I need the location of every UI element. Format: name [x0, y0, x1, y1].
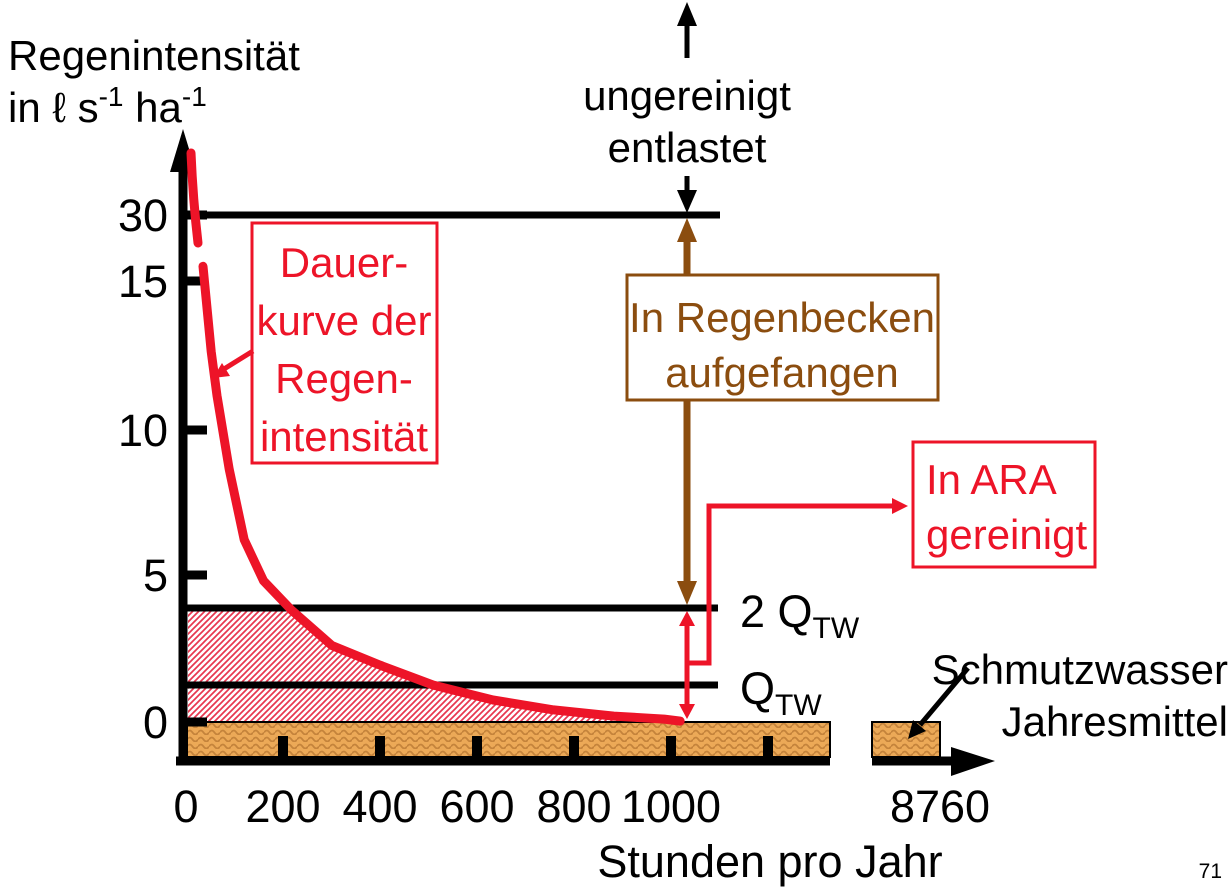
x-label-8760: 8760 — [890, 781, 990, 832]
x-label-0: 0 — [173, 781, 198, 832]
ungereinigt-arrow-up-head — [677, 2, 697, 26]
regenbecken-arrow-head-down — [677, 581, 697, 605]
y-axis-title-line2: in ℓ s-1 ha-1 — [8, 81, 207, 131]
x-tick-800 — [569, 736, 579, 758]
y-label-15: 15 — [118, 256, 168, 307]
label-qtw: QTW — [740, 663, 822, 722]
ungereinigt-arrow-down-head — [677, 190, 697, 213]
ungereinigt-label-line2: entlastet — [608, 124, 767, 171]
schmutzwasser-band-right — [871, 721, 941, 758]
y-label-5: 5 — [143, 550, 168, 601]
curve-label-arrow-shaft — [222, 348, 255, 372]
regenbecken-label-line2: aufgefangen — [665, 349, 899, 396]
curve-label-box — [250, 221, 439, 465]
curve-label-line3: Regen- — [275, 355, 413, 402]
x-axis-arrowhead — [951, 747, 995, 776]
label-2qtw-sub: TW — [813, 612, 860, 645]
label-2qtw-main: 2 Q — [740, 586, 813, 637]
curve-label-line1: Dauer- — [280, 239, 408, 286]
schmutzwasser-arrow-shaft — [918, 666, 970, 727]
ara-range-arrow-head-down — [679, 704, 695, 719]
y-axis-unit-mid: ha — [124, 84, 183, 131]
ara-box — [911, 440, 1097, 569]
schmutzwasser-label-line1: Schmutzwasser — [932, 646, 1228, 693]
rain-duration-curve-offscale — [186, 148, 203, 248]
x-label-800: 800 — [536, 781, 611, 832]
y-axis-title-line1: Regenintensität — [8, 32, 300, 79]
x-tick-400 — [375, 736, 385, 758]
x-label-600: 600 — [439, 781, 514, 832]
x-label-200: 200 — [245, 781, 320, 832]
label-2qtw: 2 QTW — [740, 586, 860, 645]
y-axis-unit-pre: in ℓ s — [8, 84, 99, 131]
x-axis-title: Stunden pro Jahr — [597, 836, 942, 887]
ara-connector-arrowhead — [892, 498, 908, 514]
x-tick-1200 — [763, 736, 773, 758]
ara-connector — [688, 503, 893, 666]
page-number: 71 — [1199, 860, 1222, 883]
x-label-400: 400 — [342, 781, 417, 832]
regenbecken-box — [625, 273, 940, 402]
y-label-10: 10 — [118, 405, 168, 456]
ara-label-line2: gereinigt — [926, 511, 1087, 558]
x-tick-200 — [278, 736, 288, 758]
regenbecken-label-line1: In Regenbecken — [629, 294, 935, 341]
y-label-0: 0 — [143, 697, 168, 748]
curve-label-arrow-head — [213, 363, 230, 378]
y-axis-unit-sup1: -1 — [99, 81, 124, 112]
ara-label-line1: In ARA — [926, 456, 1057, 503]
x-axis-ticks — [278, 736, 773, 758]
curve-label-line2: kurve der — [256, 297, 431, 344]
ara-range-arrow-head-up — [679, 611, 695, 626]
ara-region — [188, 608, 681, 722]
x-tick-600 — [472, 736, 482, 758]
rain-duration-curve — [198, 261, 685, 726]
curve-label-line4: intensität — [260, 413, 428, 460]
label-qtw-sub: TW — [775, 689, 822, 722]
ungereinigt-label-line1: ungereinigt — [583, 72, 791, 119]
schmutzwasser-label-line2: Jahresmittel — [1002, 698, 1228, 745]
x-tick-1000 — [666, 736, 676, 758]
schmutzwasser-band-left — [186, 721, 831, 758]
schmutzwasser-arrow-head — [908, 720, 926, 739]
label-qtw-main: Q — [740, 663, 775, 714]
x-label-1000: 1000 — [621, 781, 721, 832]
y-axis-unit-sup2: -1 — [182, 81, 207, 112]
y-label-30: 30 — [118, 190, 168, 241]
regenbecken-arrow-head-up — [677, 218, 697, 242]
